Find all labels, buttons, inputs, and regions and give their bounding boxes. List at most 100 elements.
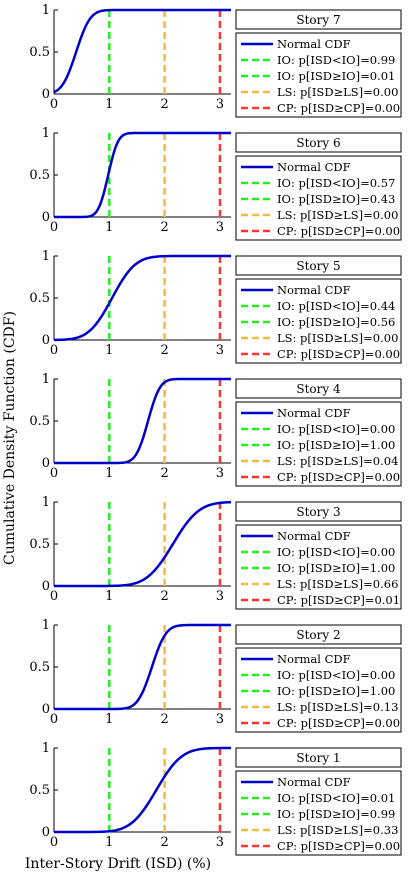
legend-entry: CP: p[ISD≥CP]=0.01: [277, 593, 400, 607]
legend-entry: IO: p[ISD<IO]=0.99: [277, 53, 395, 67]
normal-cdf-curve: [54, 500, 232, 588]
y-tick-label: 1: [42, 618, 50, 633]
story-title: Story 7: [296, 13, 340, 27]
legend-entry: IO: p[ISD<IO]=0.44: [277, 299, 395, 313]
y-tick-label: 0.5: [29, 660, 50, 675]
y-axis-label: Cumulative Density Function (CDF): [2, 311, 18, 565]
legend-title-box: [235, 9, 402, 30]
y-tick-label: 0: [42, 456, 50, 471]
x-tick-label: 3: [216, 589, 224, 604]
x-tick-label: 1: [105, 97, 113, 112]
y-tick-label: 1: [42, 495, 50, 510]
x-tick-label: 0: [50, 466, 58, 481]
x-tick-label: 3: [216, 343, 224, 358]
y-tick-label: 0: [42, 210, 50, 225]
y-tick-label: 1: [42, 372, 50, 387]
legend-entry: IO: p[ISD<IO]=0.00: [277, 668, 395, 682]
legend-entry: LS: p[ISD≥LS]=0.66: [277, 577, 398, 591]
normal-cdf-curve: [54, 131, 231, 219]
y-tick-label: 0.5: [29, 414, 50, 429]
legend: Story 7 Normal CDF IO: p[ISD<IO]=0.99 IO: p…: [235, 9, 402, 118]
x-tick-label: 3: [216, 835, 224, 850]
legend-entry: CP: p[ISD≥CP]=0.00: [277, 224, 400, 238]
legend-title-box: [235, 747, 402, 768]
legend: Story 2 Normal CDF IO: p[ISD<IO]=0.00 IO: p…: [235, 624, 402, 733]
x-tick-label: 3: [216, 220, 224, 235]
x-tick-label: 0: [50, 835, 58, 850]
x-tick-label: 3: [216, 712, 224, 727]
story-panel: 0 0.5 1 0 1 2 3 Story 4 Normal CDF IO: p[ISD<IO]=…: [29, 372, 402, 487]
story-title: Story 6: [296, 136, 340, 150]
x-tick-label: 0: [50, 589, 58, 604]
legend-entry: Normal CDF: [277, 529, 351, 543]
x-tick-label: 1: [105, 712, 113, 727]
x-tick-label: 1: [105, 835, 113, 850]
legend-entry: IO: p[ISD≥IO]=0.99: [277, 807, 395, 821]
legend-title-box: [235, 132, 402, 153]
story-title: Story 3: [296, 505, 340, 519]
story-panel: 0 0.5 1 0 1 2 3 Story 1 Normal CDF IO: p[ISD<IO]=…: [29, 741, 402, 856]
story-panel: 0 0.5 1 0 1 2 3 Story 7 Normal CDF IO: p[ISD<IO]=…: [29, 3, 402, 118]
legend-entry: LS: p[ISD≥LS]=0.00: [277, 208, 398, 222]
y-tick-label: 0: [42, 702, 50, 717]
x-tick-label: 2: [160, 466, 168, 481]
x-tick-label: 3: [216, 97, 224, 112]
y-tick-label: 0.5: [29, 783, 50, 798]
legend-title-box: [235, 624, 402, 645]
y-tick-label: 0: [42, 333, 50, 348]
legend-entry: Normal CDF: [277, 775, 351, 789]
legend-entry: CP: p[ISD≥CP]=0.00: [277, 716, 400, 730]
normal-cdf-curve: [54, 377, 231, 465]
x-tick-label: 0: [50, 220, 58, 235]
legend: Story 3 Normal CDF IO: p[ISD<IO]=0.00 IO: p…: [235, 501, 402, 610]
x-tick-label: 2: [160, 712, 168, 727]
y-tick-label: 1: [42, 741, 50, 756]
story-panel: 0 0.5 1 0 1 2 3 Story 2 Normal CDF IO: p[ISD<IO]=…: [29, 618, 402, 733]
legend-title-box: [235, 255, 402, 276]
legend-entry: IO: p[ISD≥IO]=1.00: [277, 438, 395, 452]
x-tick-label: 0: [50, 712, 58, 727]
y-tick-label: 1: [42, 3, 50, 18]
normal-cdf-curve: [54, 746, 231, 834]
x-tick-label: 2: [160, 220, 168, 235]
normal-cdf-curve: [53, 254, 231, 342]
story-title: Story 2: [296, 628, 340, 642]
x-tick-label: 1: [105, 343, 113, 358]
legend-entry: CP: p[ISD≥CP]=0.00: [277, 101, 400, 115]
legend-title-box: [235, 501, 402, 522]
x-tick-label: 1: [105, 220, 113, 235]
x-tick-label: 0: [50, 97, 58, 112]
legend: Story 4 Normal CDF IO: p[ISD<IO]=0.00 IO: p…: [235, 378, 402, 487]
y-tick-label: 0: [42, 579, 50, 594]
legend-entry: LS: p[ISD≥LS]=0.00: [277, 331, 398, 345]
legend-entry: IO: p[ISD<IO]=0.00: [277, 545, 395, 559]
legend-entry: CP: p[ISD≥CP]=0.00: [277, 839, 400, 853]
legend-entry: Normal CDF: [277, 37, 351, 51]
legend: Story 6 Normal CDF IO: p[ISD<IO]=0.57 IO: p…: [235, 132, 402, 241]
x-tick-label: 2: [160, 589, 168, 604]
legend-entry: IO: p[ISD<IO]=0.57: [277, 176, 395, 190]
x-tick-label: 2: [160, 835, 168, 850]
legend-entry: LS: p[ISD≥LS]=0.04: [277, 454, 398, 468]
y-tick-label: 0: [42, 87, 50, 102]
legend-entry: Normal CDF: [277, 283, 351, 297]
y-tick-label: 1: [42, 126, 50, 141]
legend: Story 5 Normal CDF IO: p[ISD<IO]=0.44 IO: p…: [235, 255, 402, 364]
legend-entry: LS: p[ISD≥LS]=0.33: [277, 823, 398, 837]
legend-entry: IO: p[ISD<IO]=0.01: [277, 791, 395, 805]
legend-entry: Normal CDF: [277, 652, 351, 666]
legend-entry: IO: p[ISD<IO]=0.00: [277, 422, 395, 436]
legend-entry: IO: p[ISD≥IO]=1.00: [277, 684, 395, 698]
story-panel: 0 0.5 1 0 1 2 3 Story 3 Normal CDF IO: p[ISD<IO]=…: [29, 495, 402, 610]
y-tick-label: 1: [42, 249, 50, 264]
legend-entry: IO: p[ISD≥IO]=0.43: [277, 192, 395, 206]
normal-cdf-curve: [54, 623, 231, 711]
x-tick-label: 1: [105, 466, 113, 481]
story-title: Story 1: [296, 751, 340, 765]
normal-cdf-curve: [53, 8, 231, 94]
legend-entry: IO: p[ISD≥IO]=1.00: [277, 561, 395, 575]
legend: Story 1 Normal CDF IO: p[ISD<IO]=0.01 IO: p…: [235, 747, 402, 856]
x-tick-label: 0: [50, 343, 58, 358]
